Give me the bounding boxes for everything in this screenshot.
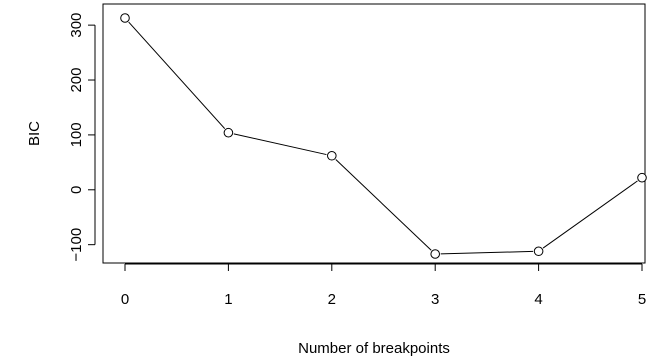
data-point (120, 13, 130, 23)
data-point (637, 172, 647, 183)
y-tick-label: −100 (68, 228, 85, 262)
data-point (327, 150, 337, 161)
x-axis-label: Number of breakpoints (298, 340, 450, 357)
series-segment (335, 159, 432, 251)
x-axis: 0 1 2 3 4 5 (121, 263, 646, 308)
y-axis: −100 0 100 200 300 (68, 13, 96, 262)
series-layer (120, 13, 647, 259)
data-point (223, 127, 234, 138)
y-tick-label: 300 (68, 13, 85, 38)
y-tick-label: 100 (68, 122, 85, 147)
x-tick-label: 2 (328, 291, 336, 308)
data-point (533, 246, 544, 257)
y-tick-label: 0 (68, 186, 85, 194)
series-segment (128, 21, 226, 129)
y-tick-label: 200 (68, 68, 85, 93)
series-segment (440, 250, 534, 255)
x-tick-label: 0 (121, 291, 129, 308)
series-segment (233, 133, 327, 156)
data-point (430, 249, 441, 259)
x-tick-label: 1 (224, 291, 232, 308)
x-tick-label: 5 (638, 291, 646, 308)
x-tick-label: 3 (431, 291, 439, 308)
series-segment (542, 180, 638, 249)
y-axis-label: BIC (26, 121, 43, 146)
x-tick-label: 4 (534, 291, 542, 308)
plot-frame (102, 3, 646, 264)
